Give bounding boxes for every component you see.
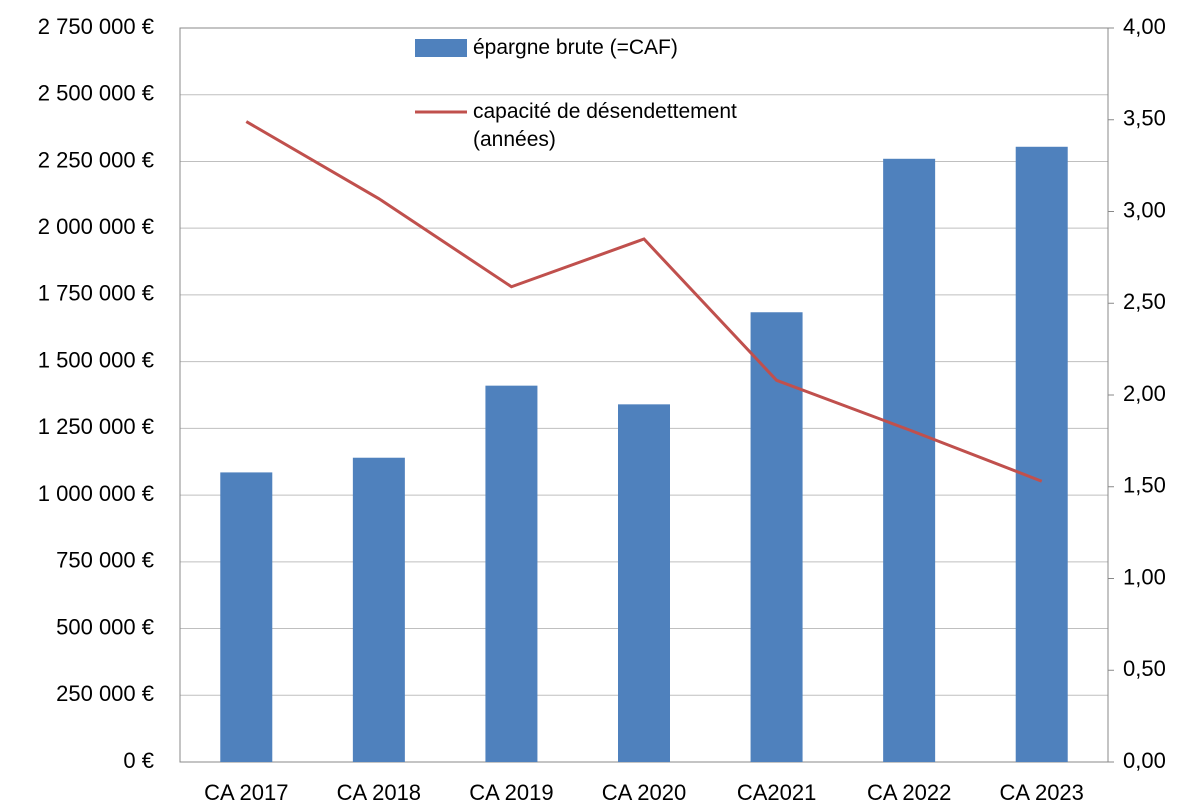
bar (352, 457, 405, 762)
y2-tick-label: 2,00 (1123, 381, 1166, 406)
y-tick-label: 1 750 000 € (38, 281, 154, 306)
y-tick-label: 250 000 € (56, 681, 154, 706)
y2-tick-label: 3,00 (1123, 197, 1166, 222)
y2-tick-label: 1,00 (1123, 564, 1166, 589)
y2-tick-label: 3,50 (1123, 106, 1166, 131)
y-tick-label: 2 500 000 € (38, 81, 154, 106)
x-tick-label: CA2021 (737, 780, 817, 805)
x-tick-label: CA 2020 (602, 780, 686, 805)
y-tick-label: 500 000 € (56, 614, 154, 639)
bar (220, 472, 273, 762)
x-tick-label: CA 2017 (204, 780, 288, 805)
bar (883, 158, 936, 762)
legend-label: épargne brute (=CAF) (473, 36, 678, 59)
y-tick-label: 1 250 000 € (38, 414, 154, 439)
y-tick-label: 2 000 000 € (38, 214, 154, 239)
y2-tick-label: 4,00 (1123, 14, 1166, 39)
y-tick-label: 2 250 000 € (38, 147, 154, 172)
x-tick-label: CA 2019 (469, 780, 553, 805)
x-tick-label: CA 2018 (337, 780, 421, 805)
y2-tick-label: 0,50 (1123, 656, 1166, 681)
y-tick-label: 2 750 000 € (38, 14, 154, 39)
x-tick-label: CA 2022 (867, 780, 951, 805)
bar (1015, 146, 1068, 763)
bar (485, 385, 538, 762)
y2-tick-label: 1,50 (1123, 473, 1166, 498)
x-tick-label: CA 2023 (1000, 780, 1084, 805)
y-tick-label: 1 500 000 € (38, 347, 154, 372)
legend-label: capacité de désendettement (années) (473, 100, 737, 151)
y2-tick-label: 2,50 (1123, 289, 1166, 314)
y-tick-label: 0 € (123, 748, 154, 773)
y2-tick-label: 0,00 (1123, 748, 1166, 773)
y-tick-label: 750 000 € (56, 548, 154, 573)
legend-swatch (415, 39, 467, 57)
bar (618, 404, 670, 762)
y-tick-label: 1 000 000 € (38, 481, 154, 506)
line (245, 120, 1043, 483)
